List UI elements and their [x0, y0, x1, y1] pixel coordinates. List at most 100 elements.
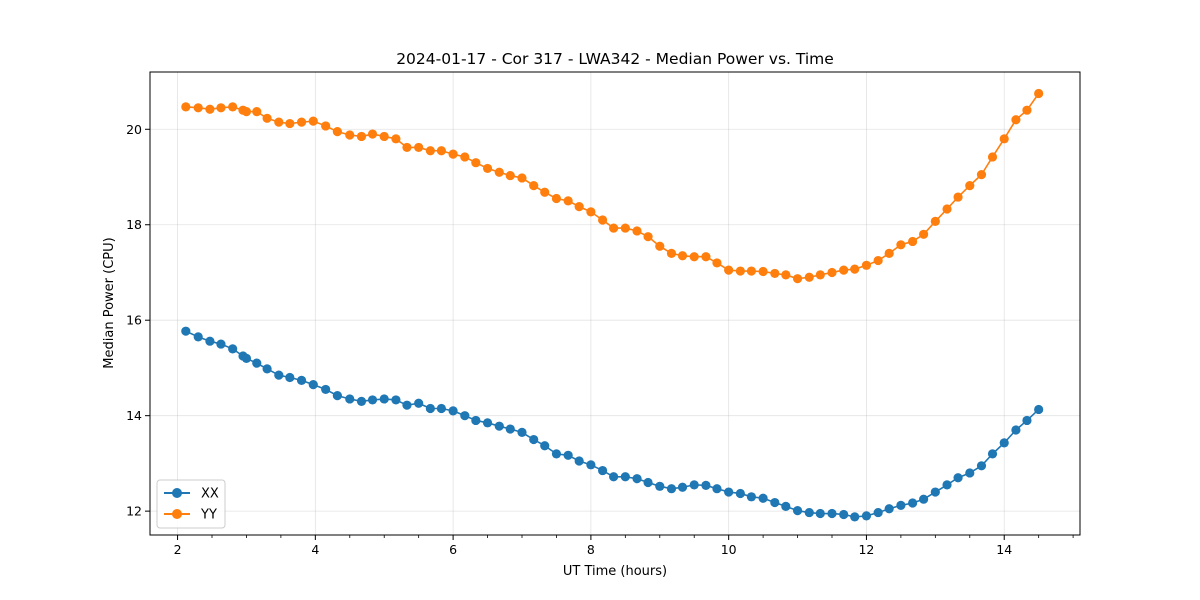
data-point-yy — [712, 258, 722, 268]
data-point-yy — [274, 117, 284, 127]
data-point-yy — [643, 232, 653, 242]
data-point-yy — [735, 266, 745, 276]
data-point-yy — [321, 121, 331, 131]
data-point-yy — [529, 181, 539, 191]
data-point-xx — [689, 480, 699, 490]
data-point-xx — [241, 353, 252, 363]
data-point-yy — [781, 270, 791, 280]
data-point-yy — [391, 134, 401, 144]
data-point-yy — [402, 142, 412, 153]
y-tick-label: 14 — [126, 408, 142, 423]
data-point-xx — [781, 501, 791, 511]
data-point-yy — [701, 252, 711, 262]
data-point-xx — [827, 508, 837, 519]
data-point-xx — [666, 484, 677, 494]
legend: XX YY — [156, 479, 226, 529]
data-point-yy — [216, 103, 226, 113]
data-point-yy — [296, 117, 307, 127]
data-point-xx — [285, 372, 295, 383]
data-point-yy — [367, 129, 378, 139]
data-point-yy — [1022, 105, 1032, 115]
data-point-xx — [632, 474, 642, 484]
data-point-xx — [976, 461, 987, 471]
data-point-yy — [839, 265, 849, 275]
data-point-yy — [285, 118, 295, 129]
legend-label-xx: XX — [201, 487, 219, 502]
data-point-yy — [505, 170, 515, 181]
x-axis-label: UT Time (hours) — [563, 564, 667, 579]
data-point-xx — [735, 488, 745, 499]
plot-frame — [149, 71, 1081, 536]
data-point-xx — [494, 421, 504, 431]
data-point-xx — [953, 473, 963, 483]
data-point-xx — [586, 460, 596, 470]
data-point-xx — [620, 472, 630, 482]
data-point-yy — [1034, 88, 1044, 99]
data-point-xx — [930, 487, 940, 497]
data-point-yy — [379, 131, 389, 142]
data-point-yy — [827, 267, 837, 278]
data-point-yy — [482, 163, 493, 174]
data-point-xx — [402, 400, 412, 410]
data-point-xx — [529, 434, 539, 445]
y-tick-label: 16 — [126, 313, 142, 328]
data-point-yy — [850, 264, 860, 274]
series-line-yy — [185, 93, 1040, 280]
data-point-xx — [908, 498, 918, 508]
data-point-xx — [758, 493, 768, 503]
data-point-yy — [436, 146, 446, 156]
data-point-xx — [861, 511, 872, 521]
data-point-xx — [1022, 415, 1032, 426]
data-point-xx — [505, 424, 515, 434]
data-point-yy — [976, 170, 987, 180]
data-point-yy — [792, 274, 803, 284]
data-point-yy — [689, 252, 699, 262]
legend-marker-xx — [172, 488, 182, 498]
data-point-yy — [181, 102, 191, 112]
data-point-xx — [367, 395, 378, 405]
data-point-xx — [356, 396, 367, 406]
legend-marker-yy — [172, 509, 182, 519]
data-point-xx — [1034, 404, 1044, 415]
data-point-yy — [574, 202, 584, 212]
data-point-xx — [228, 344, 238, 354]
data-point-xx — [563, 450, 573, 460]
data-point-yy — [586, 207, 596, 217]
data-point-yy — [965, 181, 975, 191]
data-point-xx — [308, 380, 318, 390]
y-tick-label: 20 — [126, 122, 142, 137]
data-point-xx — [815, 508, 825, 519]
data-point-xx — [274, 370, 284, 380]
data-point-xx — [181, 326, 191, 336]
data-point-xx — [379, 394, 389, 404]
data-point-yy — [494, 167, 504, 177]
data-point-yy — [193, 103, 203, 113]
data-point-xx — [436, 403, 446, 414]
data-point-yy — [930, 216, 940, 226]
data-point-yy — [598, 215, 608, 225]
data-point-xx — [391, 395, 401, 405]
data-point-yy — [884, 248, 894, 258]
data-point-yy — [551, 193, 562, 204]
data-point-yy — [425, 146, 435, 156]
x-tick-label: 4 — [311, 542, 319, 557]
data-point-xx — [896, 500, 906, 511]
data-point-xx — [448, 406, 458, 416]
data-point-yy — [746, 266, 757, 276]
data-point-yy — [241, 107, 252, 117]
y-tick-label: 18 — [126, 217, 142, 232]
data-point-yy — [332, 127, 342, 137]
data-point-yy — [724, 265, 734, 275]
data-point-xx — [839, 509, 849, 520]
data-point-xx — [609, 472, 619, 482]
x-tick-label: 14 — [996, 542, 1012, 557]
data-point-xx — [471, 415, 481, 426]
data-point-yy — [228, 102, 238, 112]
data-point-xx — [643, 477, 653, 488]
data-point-yy — [345, 130, 355, 140]
data-point-yy — [919, 229, 929, 239]
data-point-yy — [517, 173, 527, 183]
data-point-yy — [632, 226, 642, 236]
data-point-xx — [655, 481, 665, 491]
